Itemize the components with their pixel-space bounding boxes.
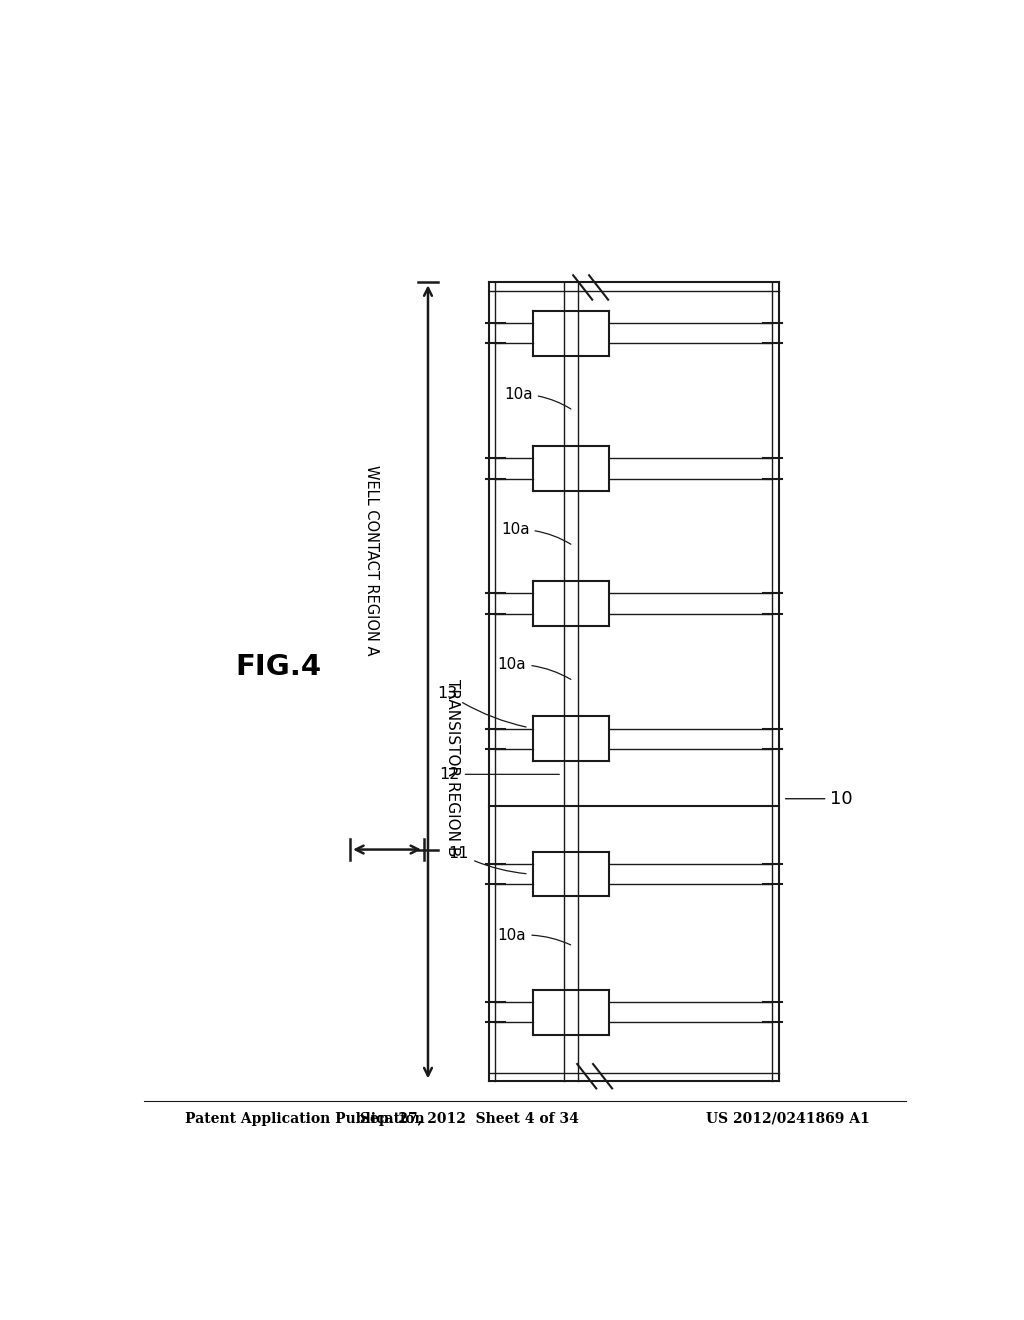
- Text: TRANSISTOR REGION B: TRANSISTOR REGION B: [445, 678, 461, 855]
- Text: 11: 11: [449, 846, 526, 874]
- Text: 10: 10: [785, 789, 853, 808]
- Text: 10a: 10a: [501, 521, 570, 544]
- Text: 13: 13: [437, 685, 526, 727]
- Text: US 2012/0241869 A1: US 2012/0241869 A1: [707, 1111, 870, 1126]
- Text: 10a: 10a: [504, 387, 570, 409]
- Text: WELL CONTACT REGION A: WELL CONTACT REGION A: [364, 466, 379, 656]
- Text: 12: 12: [439, 767, 559, 781]
- Text: FIG.4: FIG.4: [236, 652, 322, 681]
- Text: Sep. 27, 2012  Sheet 4 of 34: Sep. 27, 2012 Sheet 4 of 34: [359, 1111, 579, 1126]
- Text: 10a: 10a: [498, 928, 570, 945]
- Text: 10a: 10a: [498, 657, 570, 680]
- Text: Patent Application Publication: Patent Application Publication: [185, 1111, 425, 1126]
